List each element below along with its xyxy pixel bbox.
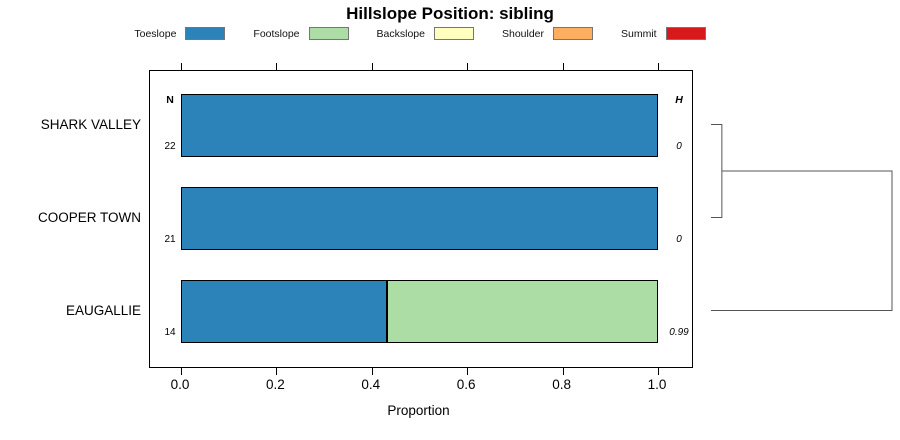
n-value-shark-valley: 22 <box>164 141 176 152</box>
legend-label: Backslope <box>376 27 425 40</box>
legend-label: Shoulder <box>501 27 545 40</box>
legend-swatch <box>308 27 349 40</box>
axis-tick <box>467 368 469 375</box>
dendrogram-merge-0 <box>711 124 723 218</box>
row-label-eaugallie: EAUGALLIE <box>65 302 141 318</box>
axis-tick <box>181 63 182 70</box>
legend-item-backslope: Backslope <box>377 27 474 40</box>
bar-cooper-town <box>181 187 658 250</box>
bar-shark-valley <box>181 94 658 157</box>
h-value-shark-valley: 0 <box>676 141 682 152</box>
bar-segment-toeslope <box>182 95 657 156</box>
axis-tick <box>562 368 564 375</box>
n-column-header: N <box>166 94 174 106</box>
axis-tick <box>658 368 659 375</box>
legend-item-shoulder: Shoulder <box>501 27 594 40</box>
legend-swatch <box>665 27 706 40</box>
dendrogram-merge-1 <box>711 170 893 311</box>
x-tick-label: 0.6 <box>456 377 476 392</box>
bar-segment-footslope <box>386 281 657 342</box>
axis-tick <box>276 368 278 375</box>
axis-tick <box>276 63 278 70</box>
axis-tick <box>562 63 564 70</box>
axis-tick <box>181 368 182 375</box>
legend-swatch <box>433 27 474 40</box>
axis-tick <box>371 368 373 375</box>
h-column-header: H <box>675 94 683 106</box>
x-axis-title: Proportion <box>387 403 450 418</box>
legend-label: Summit <box>621 27 657 40</box>
legend-item-summit: Summit <box>621 27 706 40</box>
x-tick-label: 0.8 <box>552 377 571 392</box>
h-value-eaugallie: 0.99 <box>669 327 689 338</box>
bar-segment-toeslope <box>182 281 387 342</box>
legend-swatch <box>185 27 226 40</box>
bar-eaugallie <box>181 280 658 343</box>
x-tick-label: 1.0 <box>647 377 667 392</box>
x-tick-label: 0.2 <box>266 377 285 392</box>
row-label-shark-valley: SHARK VALLEY <box>40 116 141 132</box>
legend-item-footslope: Footslope <box>253 27 349 40</box>
n-value-cooper-town: 21 <box>164 234 176 245</box>
bar-segment-toeslope <box>182 188 657 249</box>
chart-title: Hillslope Position: sibling <box>346 4 554 23</box>
legend-label: Toeslope <box>134 27 177 40</box>
n-value-eaugallie: 14 <box>164 327 176 338</box>
x-tick-label: 0.0 <box>170 377 190 392</box>
legend-item-toeslope: Toeslope <box>134 27 226 40</box>
dendrogram <box>711 124 893 311</box>
legend-swatch <box>553 27 594 40</box>
x-tick-label: 0.4 <box>361 377 381 392</box>
h-value-cooper-town: 0 <box>676 234 682 245</box>
legend: Toeslope Footslope Backslope Shoulder Summit <box>0 27 840 40</box>
axis-tick <box>467 63 469 70</box>
plot-area: N H 22 0 21 0 14 0.99 <box>149 63 693 375</box>
legend-label: Footslope <box>253 27 300 40</box>
axis-tick <box>658 63 659 70</box>
row-label-cooper-town: COOPER TOWN <box>37 209 141 225</box>
axis-tick <box>371 63 373 70</box>
